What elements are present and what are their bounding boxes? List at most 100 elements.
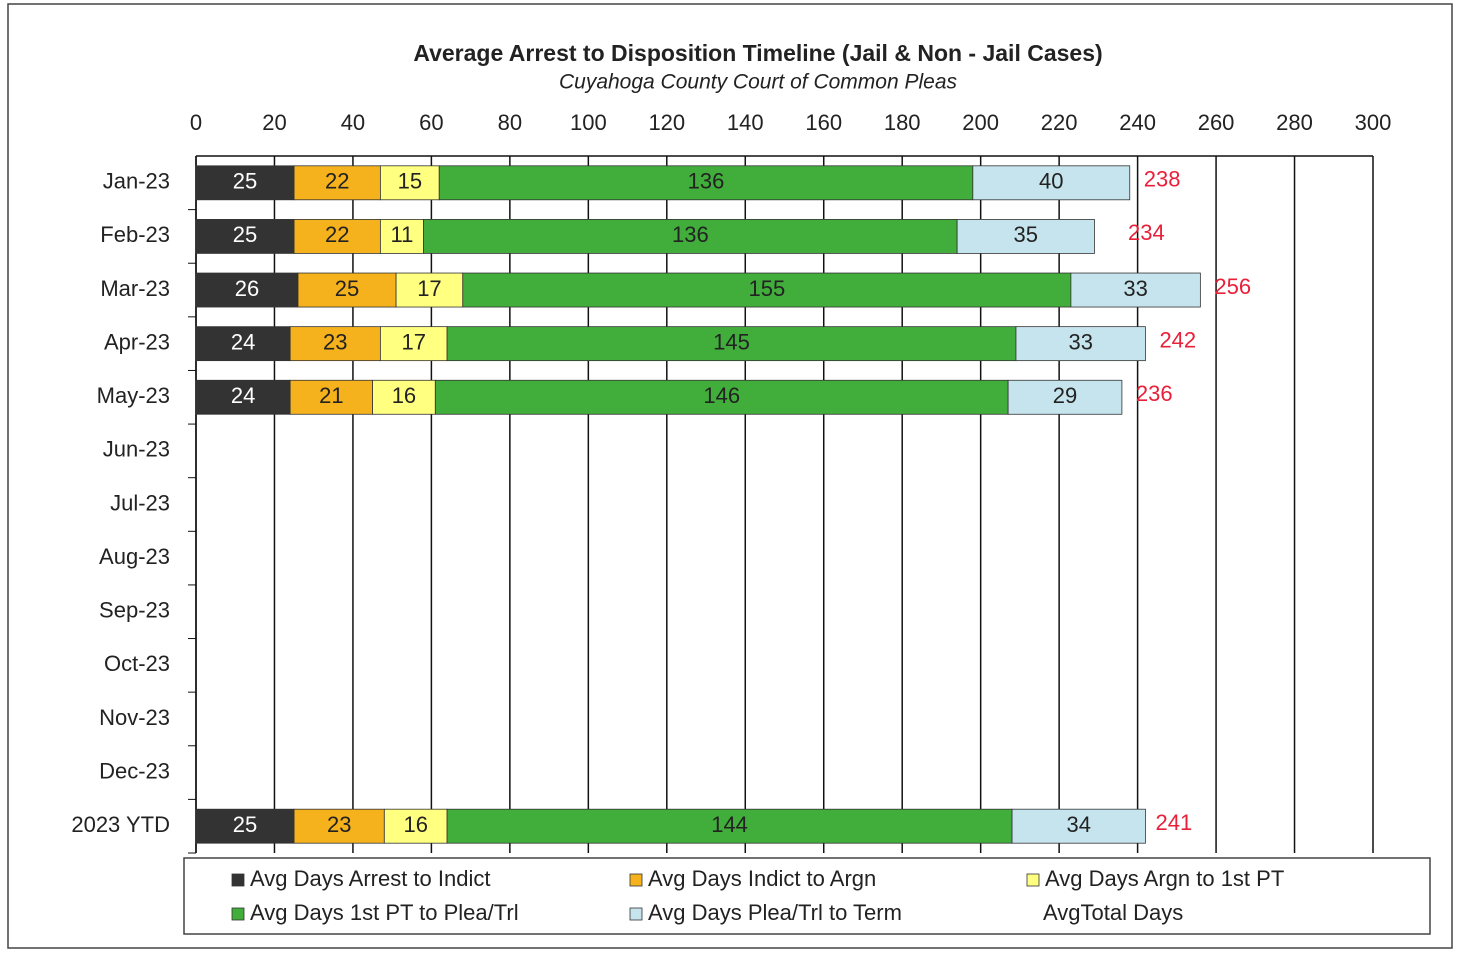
bar-segment xyxy=(195,272,299,308)
bar-segment xyxy=(379,219,424,254)
legend-label: Avg Days Arrest to Indict xyxy=(250,866,490,891)
legend-swatch xyxy=(1026,873,1040,887)
bar-segment xyxy=(1011,808,1146,844)
x-tick-label: 220 xyxy=(1041,110,1078,135)
legend-label: Avg Days Argn to 1st PT xyxy=(1045,866,1284,891)
data-label: 25 xyxy=(233,812,257,837)
x-tick-label: 300 xyxy=(1355,110,1392,135)
y-tick-label: Jul-23 xyxy=(110,490,170,515)
y-tick-label: Jun-23 xyxy=(103,437,170,462)
data-label: 22 xyxy=(325,169,349,194)
x-tick-label: 60 xyxy=(419,110,443,135)
frame xyxy=(7,3,1453,949)
x-tick-label: 0 xyxy=(190,110,202,135)
data-label: 144 xyxy=(711,812,748,837)
data-label: 15 xyxy=(398,169,422,194)
x-tick-label: 200 xyxy=(962,110,999,135)
bar-segment xyxy=(293,219,381,254)
total-label: 241 xyxy=(1156,810,1193,835)
bar-segment xyxy=(1015,326,1146,362)
y-tick-label: 2023 YTD xyxy=(71,812,170,837)
data-label: 25 xyxy=(335,276,359,301)
bar-segment xyxy=(972,165,1131,201)
x-tick-label: 180 xyxy=(884,110,921,135)
data-label: 145 xyxy=(713,329,750,354)
data-label: 22 xyxy=(325,222,349,247)
bar-segment xyxy=(956,219,1095,254)
legend-label: AvgTotal Days xyxy=(1043,900,1183,925)
bar-segment xyxy=(383,808,448,844)
legend-box xyxy=(183,857,1431,935)
legend-swatch xyxy=(629,907,643,921)
bar-segment xyxy=(446,326,1017,362)
legend-swatch xyxy=(231,907,245,921)
legend-label: Avg Days 1st PT to Plea/Trl xyxy=(250,900,519,925)
bar-segment xyxy=(195,379,291,415)
x-tick-label: 80 xyxy=(498,110,522,135)
y-tick-label: Dec-23 xyxy=(99,758,170,783)
data-label: 11 xyxy=(391,222,414,247)
y-tick-label: Oct-23 xyxy=(104,651,170,676)
y-tick-label: Mar-23 xyxy=(100,276,170,301)
x-tick-label: 40 xyxy=(341,110,365,135)
legend-label: Avg Days Indict to Argn xyxy=(648,866,876,891)
legend-label: Avg Days Plea/Trl to Term xyxy=(648,900,902,925)
chart-subtitle: Cuyahoga County Court of Common Pleas xyxy=(559,71,958,94)
bar-segment xyxy=(462,272,1072,308)
y-tick-label: Nov-23 xyxy=(99,705,170,730)
chart-title: Average Arrest to Disposition Timeline (… xyxy=(413,40,1102,66)
data-label: 25 xyxy=(233,169,257,194)
data-label: 155 xyxy=(748,276,785,301)
x-tick-label: 120 xyxy=(648,110,685,135)
bar-segment xyxy=(434,379,1009,415)
x-tick-label: 160 xyxy=(805,110,842,135)
bar-segment xyxy=(195,808,295,844)
legend-swatch xyxy=(629,873,643,887)
y-tick-label: Apr-23 xyxy=(104,329,170,354)
bar-segment xyxy=(1007,379,1123,415)
data-label: 33 xyxy=(1068,329,1092,354)
data-label: 40 xyxy=(1039,169,1063,194)
y-tick-label: Sep-23 xyxy=(99,598,170,623)
bar-segment xyxy=(297,272,397,308)
data-label: 17 xyxy=(402,329,426,354)
data-label: 29 xyxy=(1053,383,1077,408)
y-tick-label: Aug-23 xyxy=(99,544,170,569)
total-label: 236 xyxy=(1136,381,1173,406)
data-label: 23 xyxy=(323,329,347,354)
data-label: 136 xyxy=(672,222,709,247)
total-label: 242 xyxy=(1159,327,1196,352)
y-tick-label: Jan-23 xyxy=(103,169,170,194)
x-tick-label: 140 xyxy=(727,110,764,135)
x-tick-label: 100 xyxy=(570,110,607,135)
y-tick-label: May-23 xyxy=(97,383,170,408)
x-tick-label: 280 xyxy=(1276,110,1313,135)
data-label: 21 xyxy=(319,383,343,408)
bar-segment xyxy=(423,219,958,254)
bar-segment xyxy=(195,219,295,254)
bar-segment xyxy=(438,165,974,201)
data-label: 24 xyxy=(231,383,255,408)
data-label: 136 xyxy=(688,169,725,194)
x-tick-label: 240 xyxy=(1119,110,1156,135)
data-label: 34 xyxy=(1067,812,1091,837)
data-label: 17 xyxy=(417,276,441,301)
bar-segment xyxy=(289,379,373,415)
total-label: 256 xyxy=(1214,274,1251,299)
bar-segment xyxy=(395,272,464,308)
y-tick-label: Feb-23 xyxy=(100,222,170,247)
bar-segment xyxy=(446,808,1013,844)
data-label: 24 xyxy=(231,329,255,354)
bar-segment xyxy=(195,165,295,201)
x-tick-label: 20 xyxy=(262,110,286,135)
data-label: 23 xyxy=(327,812,351,837)
total-label: 234 xyxy=(1128,220,1165,245)
x-tick-label: 260 xyxy=(1198,110,1235,135)
data-label: 35 xyxy=(1014,222,1038,247)
data-label: 26 xyxy=(235,276,259,301)
data-label: 25 xyxy=(233,222,257,247)
legend-swatch xyxy=(231,873,245,887)
bar-segment xyxy=(293,165,381,201)
data-label: 16 xyxy=(403,812,427,837)
